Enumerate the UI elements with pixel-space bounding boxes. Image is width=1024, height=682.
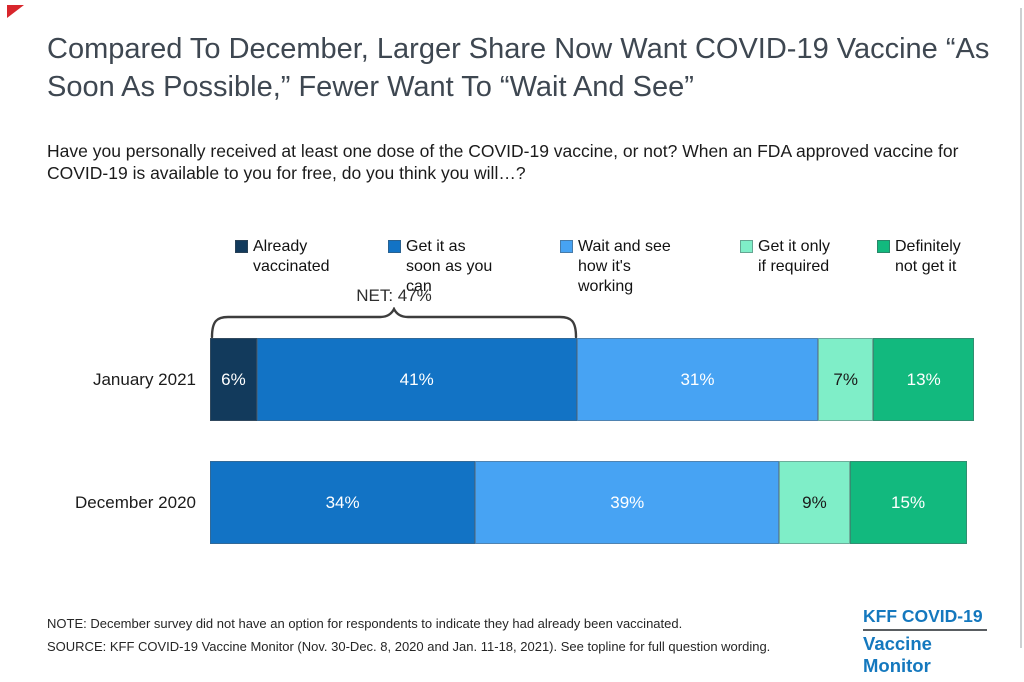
category-label: December 2020 <box>75 493 196 512</box>
legend-swatch-icon <box>740 240 753 253</box>
bar-segment: 31% <box>576 338 819 421</box>
bar-segment: 15% <box>849 461 967 544</box>
bar-segment: 39% <box>475 461 780 544</box>
page-right-border <box>1020 8 1022 648</box>
logo-line2: Vaccine Monitor <box>863 633 932 676</box>
logo-line1: KFF COVID-19 <box>863 606 983 626</box>
legend-item: Definitely not get it <box>877 237 965 277</box>
legend-label: Already vaccinated <box>253 238 330 275</box>
bar-segment: 6% <box>210 338 257 421</box>
legend-swatch-icon <box>560 240 573 253</box>
red-corner-mark <box>7 5 24 18</box>
logo-divider <box>863 629 987 631</box>
legend-swatch-icon <box>877 240 890 253</box>
bar-segment: 34% <box>210 461 476 544</box>
bar-segment: 41% <box>256 338 577 421</box>
legend-swatch-icon <box>388 240 401 253</box>
legend-item: Get it only if required <box>740 237 832 277</box>
legend-label: Get it only if required <box>758 238 831 275</box>
bar-segment: 9% <box>779 461 850 544</box>
page-title: Compared To December, Larger Share Now W… <box>47 33 990 103</box>
bar-segment: 13% <box>872 338 975 421</box>
legend-item: Already vaccinated <box>235 237 330 277</box>
legend-item: Get it as soon as you can <box>388 237 500 297</box>
kff-vaccine-monitor-logo: KFF COVID-19 Vaccine Monitor <box>863 606 997 677</box>
legend-label: Wait and see how it's working <box>578 238 671 295</box>
legend-swatch-icon <box>235 240 248 253</box>
chart-note: NOTE: December survey did not have an op… <box>47 616 683 631</box>
legend-label: Definitely not get it <box>895 238 961 275</box>
chart-source: SOURCE: KFF COVID-19 Vaccine Monitor (No… <box>47 639 771 654</box>
bar-row: 34% 39% 9% 15% <box>210 461 967 544</box>
bar-segment: 7% <box>818 338 873 421</box>
legend-item: Wait and see how it's working <box>560 237 690 297</box>
net-annotation-label: NET: 47% <box>356 286 432 305</box>
net-bracket <box>210 307 578 338</box>
legend-label: Get it as soon as you can <box>406 238 493 295</box>
category-label: January 2021 <box>92 370 196 389</box>
survey-question-text: Have you personally received at least on… <box>47 141 959 183</box>
bar-row: 6% 41% 31% 7% 13% <box>210 338 975 421</box>
